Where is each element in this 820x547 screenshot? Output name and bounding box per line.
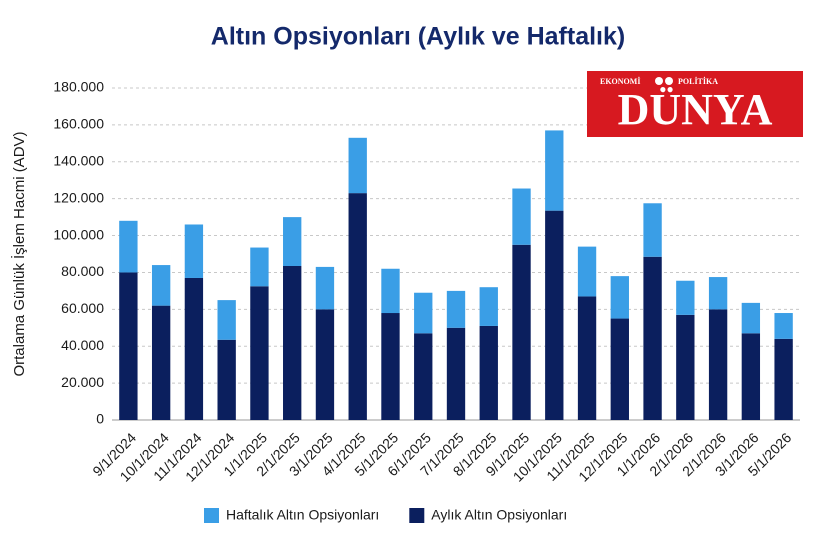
bar-segment [708,277,728,310]
bar-segment [741,302,761,334]
y-tick-label: 80.000 [61,263,104,279]
bar-segment [283,217,302,266]
y-tick-label: 140.000 [53,152,104,168]
y-axis-label: Ortalama Günlük İşlem Hacmi (ADV) [10,131,28,376]
legend-swatch [409,508,425,523]
bar-segment [381,268,400,314]
bar-segment [217,300,236,340]
logo-text: EKONOMİ [600,76,640,86]
logo-text: POLİTİKA [678,76,718,86]
bar-segment [610,276,629,319]
bar-segment [283,265,302,420]
bar-segment [381,313,400,420]
bar-segment [151,305,171,420]
y-tick-label: 120.000 [53,189,104,205]
y-tick-label: 160.000 [53,116,104,132]
y-tick-label: 100.000 [53,226,104,242]
bar-segment [315,309,335,420]
bar-segment [250,286,269,420]
bar-segment [512,244,531,420]
bar-segment [676,280,695,315]
y-tick-label: 60.000 [61,300,104,316]
bar-segment [348,193,367,420]
bar-segment [643,256,662,420]
bar-segment [479,325,498,420]
bar-segment [610,318,629,420]
bar-segment [348,137,367,194]
bar-segment [774,313,793,339]
logo: EKONOMİ POLİTİKA DÜNYA [587,71,803,137]
y-tick-label: 40.000 [61,337,104,353]
logo-dot [655,77,663,85]
bar-segment [446,290,466,328]
y-tick-label: 0 [96,411,104,427]
bar-segment [708,309,728,420]
bar-segment [577,296,597,420]
bar-segment [119,272,138,420]
legend-swatch [204,508,219,523]
bar-segment [315,266,335,310]
chart-title: Altın Opsiyonları (Aylık ve Haftalık) [211,23,625,51]
bar-segment [217,339,236,420]
legend-label: Haftalık Altın Opsiyonları [226,507,379,523]
logo-name: DÜNYA [618,85,773,134]
bar-segment [151,265,171,306]
bar-segment [577,246,597,297]
bar-segment [119,220,138,273]
bar-segment [250,247,269,287]
bar-segment [184,224,204,278]
bar-segment [643,203,662,257]
bar-segment [414,292,433,334]
logo-dot [665,77,673,85]
bar-segment [741,333,761,420]
bar-segment [545,210,564,420]
bar-segment [545,130,564,211]
bar-segment [774,338,793,420]
bar-segment [479,287,498,326]
y-tick-label: 180.000 [53,79,104,95]
bar-segment [414,333,433,420]
legend-label: Aylık Altın Opsiyonları [431,507,567,523]
y-tick-label: 20.000 [61,374,104,390]
logo-box [587,71,803,137]
bar-segment [446,327,466,420]
bar-segment [184,277,204,420]
bar-segment [512,188,531,245]
bar-segment [676,314,695,420]
